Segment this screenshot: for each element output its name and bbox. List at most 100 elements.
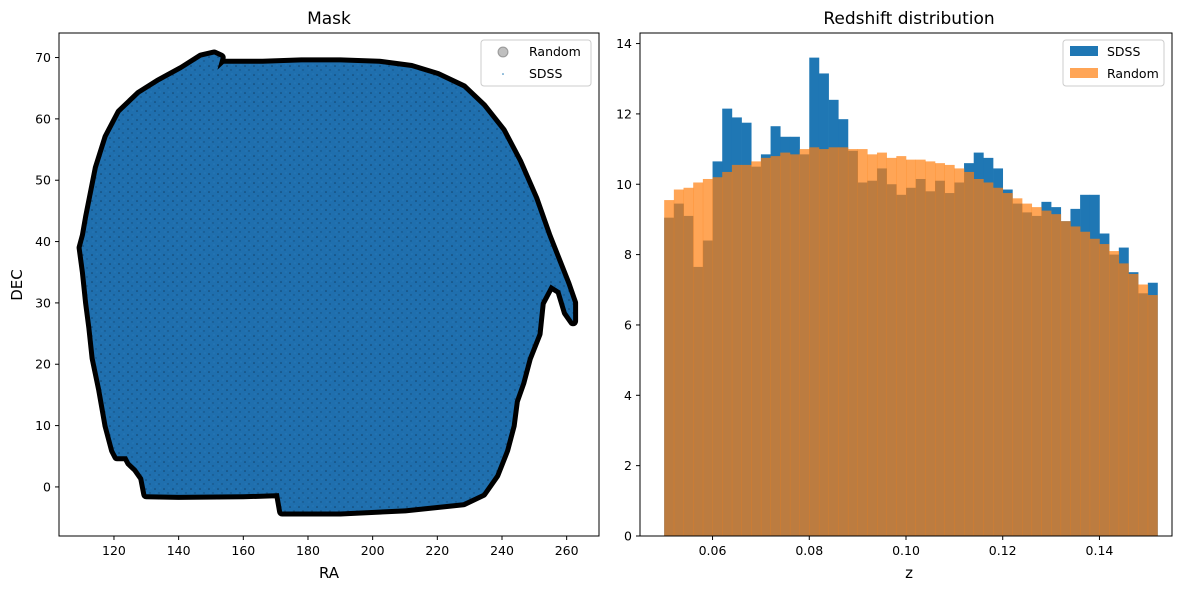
redshift-y-tick-label: 0 [624,529,632,544]
mask-x-tick-label: 140 [167,543,191,558]
hist-series-random [664,147,1158,536]
hist-bar-random [731,164,742,536]
hist-bar-random [1041,210,1052,536]
hist-bar-random [886,157,897,536]
hist-bar-random [673,189,684,536]
redshift-y-ticks: 0 2 4 6 8 10 12 14 [616,36,640,544]
redshift-y-tick-label: 4 [624,388,632,403]
mask-x-tick-label: 200 [361,543,385,558]
mask-x-tick-label: 240 [490,543,514,558]
legend-sdss-label: SDSS [529,66,562,81]
mask-y-label: DEC [8,269,26,301]
hist-bar-random [1080,231,1091,536]
hist-bar-random [857,149,868,536]
redshift-x-ticks: 0.06 0.08 0.10 0.12 0.14 [699,536,1114,558]
legend-random-marker [497,46,509,58]
hist-bar-random [760,157,771,536]
mask-y-tick-label: 40 [35,234,51,249]
hist-bar-random [664,200,675,536]
hist-bar-random [847,149,858,536]
mask-x-label: RA [319,564,340,582]
mask-x-tick-label: 160 [231,543,255,558]
mask-y-tick-label: 0 [43,479,51,494]
hist-bar-random [838,147,849,536]
hist-bar-random [770,156,781,536]
hist-bar-random [789,154,800,536]
hist-bar-random [1118,263,1129,536]
hist-bar-random [973,178,984,536]
redshift-panel: Redshift distribution 0.06 0.08 0.10 0.12 0.… [616,9,1173,582]
hist-bar-random [1099,244,1110,536]
hist-bar-random [993,187,1004,536]
mask-y-tick-label: 20 [35,357,51,372]
mask-x-tick-label: 180 [296,543,320,558]
hist-bar-random [1128,273,1139,536]
hist-bar-random [809,147,820,536]
redshift-x-tick-label: 0.06 [699,543,727,558]
hist-bar-random [1012,198,1023,536]
legend-hist-sdss-label: SDSS [1107,44,1140,59]
hist-bar-random [954,168,965,536]
hist-bar-random [780,152,791,536]
hist-bar-random [712,177,723,536]
redshift-y-tick-label: 12 [616,106,632,121]
hist-bar-random [1109,251,1120,536]
hist-bar-random [828,147,839,536]
hist-bar-random [1051,214,1062,536]
mask-x-tick-label: 260 [555,543,579,558]
hist-bar-random [964,171,975,536]
redshift-y-tick-label: 6 [624,317,632,332]
redshift-x-tick-label: 0.14 [1086,543,1114,558]
hist-bar-random [983,182,994,536]
legend-random-label: Random [529,44,581,59]
hist-bar-random [1089,238,1100,536]
redshift-x-label: z [905,564,913,582]
hist-bar-random [935,163,945,536]
hist-bar-random [876,152,887,536]
redshift-y-tick-label: 10 [616,177,632,192]
hist-bar-random [1002,193,1013,536]
hist-bar-random [944,164,955,536]
mask-legend: Random SDSS [480,39,592,87]
hist-bar-random [906,159,916,536]
mask-panel: Mask 120 140 160 180 200 220 240 260 0 10 20 30 40 5… [8,9,600,582]
hist-bar-random [896,156,907,536]
hist-bar-random [1147,295,1158,536]
histogram-bars [664,57,1158,536]
redshift-y-tick-label: 2 [624,458,632,473]
redshift-y-tick-label: 14 [616,36,632,51]
scatter-marks [76,49,579,517]
hist-bar-random [818,149,829,536]
mask-y-tick-label: 30 [35,295,51,310]
hist-bar-random [1022,203,1033,536]
hist-bar-random [1070,226,1081,536]
legend-sdss-swatch [1070,46,1098,56]
legend-random-swatch [1070,68,1098,78]
mask-y-tick-label: 50 [35,173,51,188]
sdss-points [81,54,574,512]
hist-bar-random [722,171,733,536]
mask-y-tick-label: 60 [35,111,51,126]
redshift-legend: SDSS Random [1062,39,1165,87]
redshift-x-tick-label: 0.08 [795,543,823,558]
hist-bar-random [741,164,752,536]
mask-x-tick-label: 120 [102,543,126,558]
mask-x-tick-label: 220 [425,543,449,558]
hist-bar-random [702,178,713,536]
hist-bar-random [683,187,694,536]
redshift-x-tick-label: 0.10 [892,543,920,558]
legend-hist-random-label: Random [1107,66,1159,81]
hist-bar-random [1138,284,1149,536]
redshift-title: Redshift distribution [823,9,994,29]
hist-bar-random [1060,221,1071,536]
mask-y-ticks: 0 10 20 30 40 50 60 70 [35,50,59,494]
hist-bar-random [915,159,926,536]
mask-y-tick-label: 10 [35,418,51,433]
mask-x-ticks: 120 140 160 180 200 220 240 260 [102,536,579,558]
mask-axes-frame [58,32,600,537]
hist-bar-random [1031,207,1042,536]
mask-title: Mask [307,9,351,29]
redshift-x-tick-label: 0.12 [989,543,1017,558]
hist-bar-random [693,182,704,536]
